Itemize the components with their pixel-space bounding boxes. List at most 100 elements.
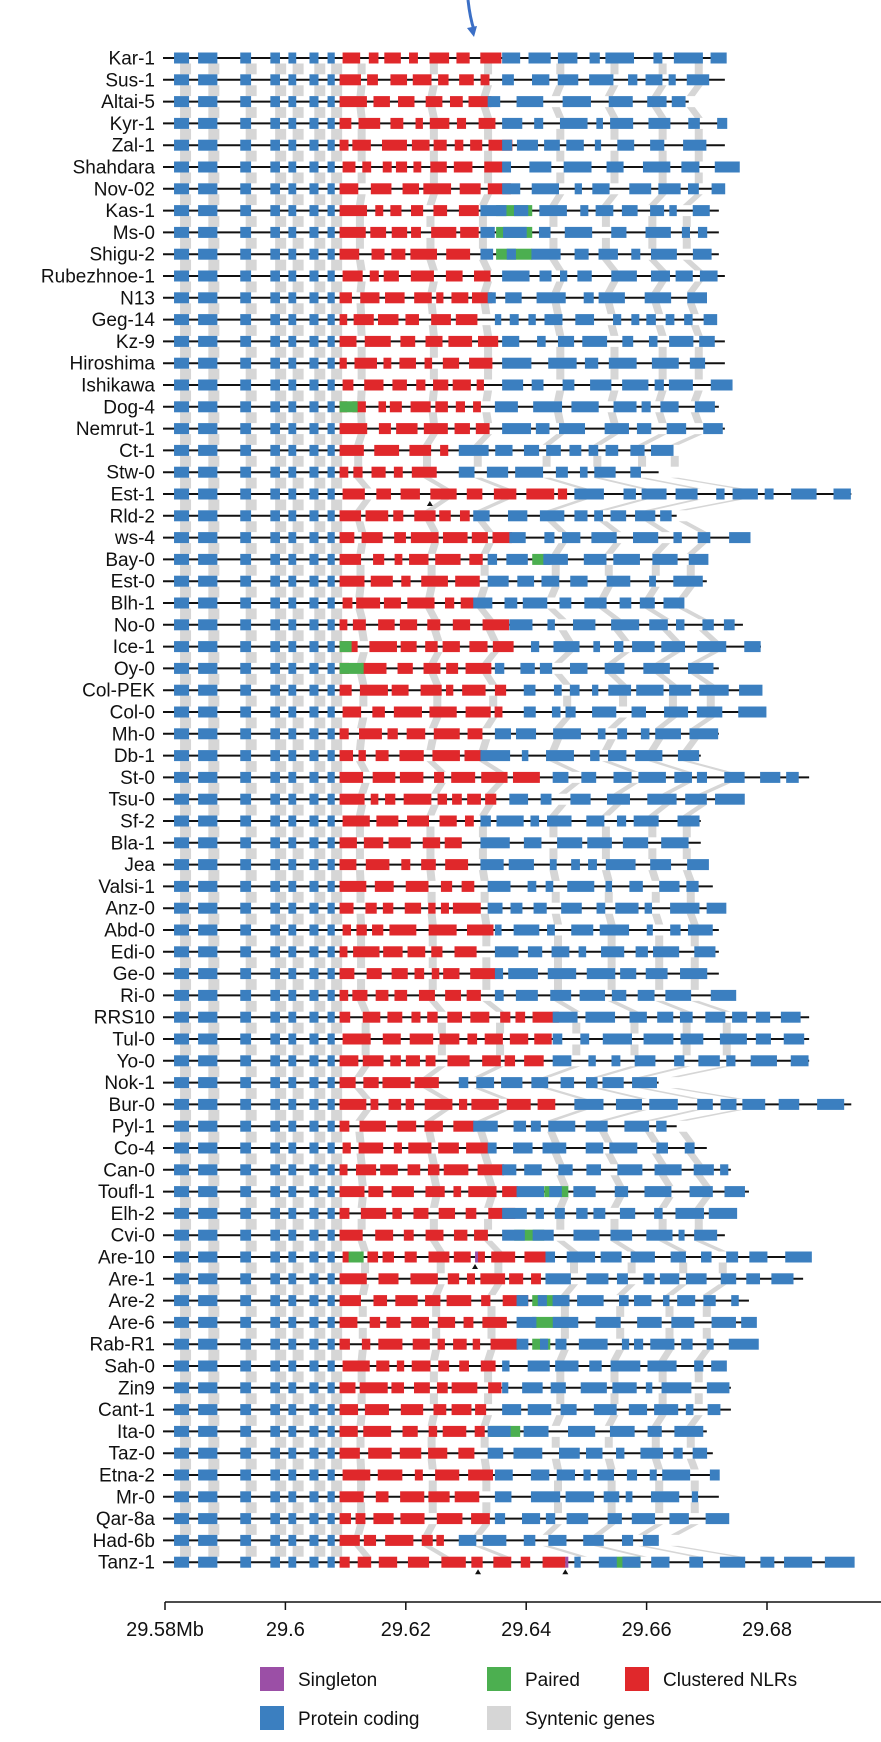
clustered-nlr-gene: [455, 401, 465, 413]
clustered-nlr-gene: [422, 837, 441, 849]
syntenic-link: [180, 1327, 192, 1339]
protein-coding-gene: [198, 968, 218, 980]
syntenic-link: [314, 521, 326, 533]
protein-coding-gene: [650, 1491, 680, 1503]
protein-coding-gene: [198, 1164, 218, 1176]
syntenic-link: [292, 390, 304, 402]
protein-coding-gene: [309, 1011, 319, 1023]
syntenic-link: [208, 1458, 220, 1470]
syntenic-link: [331, 608, 343, 620]
clustered-nlr-gene: [355, 1164, 377, 1176]
protein-coding-gene: [571, 924, 594, 936]
protein-coding-gene: [270, 444, 280, 456]
clustered-nlr-gene: [520, 1556, 531, 1568]
syntenic-link: [355, 608, 367, 620]
syntenic-link: [484, 368, 493, 380]
clustered-nlr-gene: [342, 1469, 371, 1481]
accession-label: Bla-1: [111, 833, 155, 854]
protein-coding-gene: [198, 510, 218, 522]
protein-coding-gene: [240, 52, 252, 64]
syntenic-link: [427, 543, 440, 554]
syntenic-link: [356, 913, 366, 925]
syntenic-link: [655, 717, 677, 729]
syntenic-link: [601, 216, 610, 227]
syntenic-link: [607, 325, 619, 336]
syntenic-link: [572, 1022, 581, 1034]
clustered-nlr-gene: [421, 575, 448, 587]
accession-track-elh-2: [163, 1207, 738, 1219]
protein-coding-gene: [719, 1556, 746, 1568]
syntenic-link: [354, 477, 372, 489]
protein-coding-gene: [309, 1207, 319, 1219]
protein-coding-gene: [548, 357, 577, 369]
accession-label: Ct-1: [119, 441, 155, 462]
syntenic-link: [425, 499, 450, 511]
x-axis: 29.58Mb 29.6 29.62 29.64 29.66 29.68: [126, 1601, 881, 1641]
syntenic-link: [331, 1306, 343, 1317]
syntenic-link: [484, 1349, 496, 1361]
clustered-nlr-gene: [435, 1469, 460, 1481]
protein-coding-gene: [198, 553, 218, 565]
clustered-nlr-gene: [358, 1142, 384, 1154]
clustered-nlr-gene: [368, 1447, 392, 1459]
protein-coding-gene: [240, 270, 252, 282]
syntenic-link: [275, 150, 287, 162]
protein-coding-gene: [288, 1316, 297, 1328]
syntenic-link: [554, 1480, 563, 1492]
syntenic-link: [427, 1436, 436, 1448]
clustered-nlr-gene: [342, 270, 363, 282]
clustered-nlr-gene: [494, 706, 503, 718]
clustered-nlr-gene: [403, 793, 432, 805]
protein-coding-gene: [581, 771, 597, 783]
clustered-nlr-gene: [373, 553, 385, 565]
protein-coding-gene: [502, 379, 524, 391]
protein-coding-gene: [327, 335, 335, 347]
protein-coding-gene: [568, 1425, 596, 1437]
syntenic-link: [604, 85, 619, 97]
syntenic-link: [686, 564, 695, 576]
syntenic-link: [292, 870, 304, 881]
clustered-nlr-gene: [410, 1273, 438, 1285]
syntenic-link: [658, 128, 667, 140]
legend-label-protein: Protein coding: [298, 1709, 419, 1730]
clustered-nlr-gene: [388, 1098, 402, 1110]
syntenic-link: [275, 1262, 287, 1274]
protein-coding-gene: [732, 488, 758, 500]
syntenic-link: [275, 434, 287, 445]
protein-coding-gene: [527, 1404, 552, 1416]
protein-coding-gene: [516, 1338, 529, 1350]
syntenic-link: [208, 739, 220, 751]
clustered-nlr-gene: [433, 205, 448, 217]
protein-coding-gene: [641, 488, 667, 500]
syntenic-link: [554, 673, 572, 685]
protein-coding-gene: [634, 1295, 652, 1307]
clustered-nlr-gene: [358, 117, 381, 129]
clustered-nlr-gene: [444, 597, 455, 609]
protein-coding-gene: [487, 553, 498, 565]
syntenic-link: [554, 325, 565, 336]
protein-coding-gene: [551, 946, 570, 958]
clustered-nlr-gene: [339, 510, 362, 522]
syntenic-link: [426, 804, 440, 816]
syntenic-link: [292, 412, 304, 424]
syntenic-link: [208, 1109, 220, 1121]
protein-coding-gene: [694, 946, 716, 958]
syntenic-link: [356, 1153, 366, 1165]
syntenic-link: [292, 1218, 304, 1230]
syntenic-link: [292, 521, 304, 533]
clustered-nlr-gene: [451, 292, 469, 304]
protein-coding-gene: [240, 488, 252, 500]
protein-coding-gene: [624, 1120, 650, 1132]
syntenic-link: [245, 303, 257, 315]
protein-coding-gene: [309, 1404, 319, 1416]
syntenic-link: [180, 1306, 192, 1317]
protein-coding-gene: [327, 226, 335, 238]
protein-coding-gene: [309, 117, 319, 129]
clustered-nlr-gene: [481, 771, 508, 783]
clustered-nlr-gene: [370, 183, 392, 195]
protein-coding-gene: [749, 1251, 768, 1263]
clustered-nlr-gene: [482, 619, 510, 631]
protein-coding-gene: [174, 946, 190, 958]
syntenic-link: [686, 1436, 695, 1448]
syntenic-link: [482, 412, 493, 424]
